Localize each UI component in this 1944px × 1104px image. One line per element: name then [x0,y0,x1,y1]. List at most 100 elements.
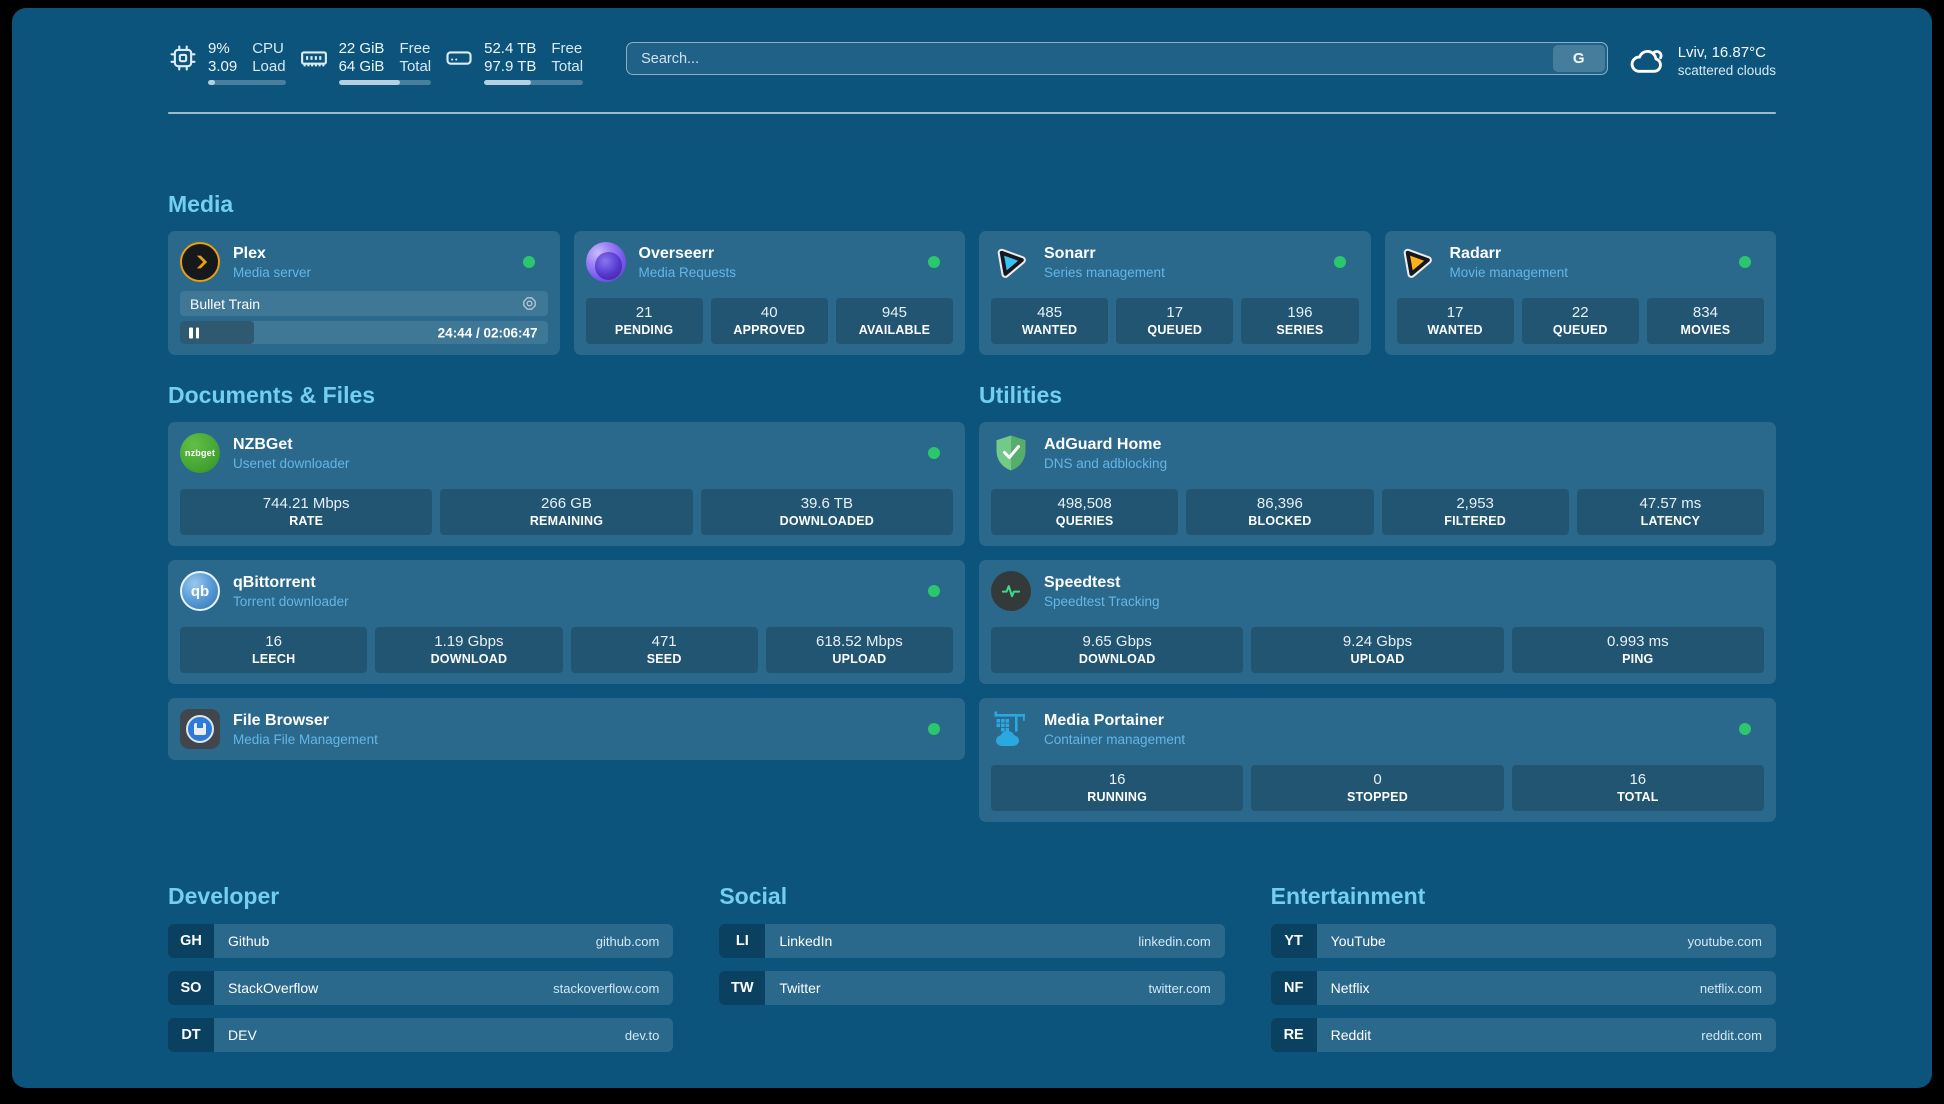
topbar-divider [168,112,1776,114]
service-title: Radarr [1449,244,1502,262]
plex-icon [180,242,220,282]
bookmark-url: dev.to [624,1027,660,1043]
disk-progress-bar [484,80,584,85]
stat-available: 945 AVAILABLE [835,298,954,344]
service-title: Speedtest [1044,573,1121,591]
stat-total: 16 TOTAL [1511,765,1764,811]
stat-queued: 17 QUEUED [1116,298,1234,344]
service-card-nzbget[interactable]: nzbget NZBGet Usenet downloader 744.21 M… [168,422,965,546]
status-dot [1739,723,1751,735]
bookmark-linkedin[interactable]: LI LinkedIn linkedin.com [719,924,1225,958]
weather-location: Lviv, 16.87°C [1677,43,1766,61]
disk-progress-fill [484,80,531,85]
now-playing-title: Bullet Train [190,295,261,312]
bookmark-group-entertainment: Entertainment YT YouTube youtube.com NF … [1270,882,1776,1052]
service-card-filebrowser[interactable]: File Browser Media File Management [168,698,965,760]
service-card-radarr[interactable]: Radarr Movie management 17 WANTED 22 QUE… [1384,231,1776,355]
stat-wanted: 485 WANTED [991,298,1109,344]
bookmark-twitter[interactable]: TW Twitter twitter.com [719,971,1225,1005]
stat-filtered: 2,953 FILTERED [1381,489,1569,535]
memory-free-label: Free [399,40,431,57]
memory-progress-fill [338,80,400,85]
resource-disk: 52.4 TB 97.9 TB Free Total [444,40,584,85]
bookmark-heading: Developer [168,883,280,909]
cloud-icon [1630,49,1663,73]
pause-icon[interactable] [189,327,199,338]
bookmark-abbr: TW [719,971,766,1005]
stat-stopped: 0 STOPPED [1251,765,1504,811]
stat-downloaded: 39.6 TB DOWNLOADED [700,489,953,535]
bookmark-youtube[interactable]: YT YouTube youtube.com [1270,924,1776,958]
search-bar: G [626,42,1608,75]
status-dot [928,723,940,735]
service-card-plex[interactable]: Plex Media server Bullet Train [168,231,560,355]
service-title: Overseerr [638,244,715,262]
service-title: File Browser [233,711,330,729]
bookmark-url: youtube.com [1687,933,1762,949]
bookmark-url: netflix.com [1699,980,1762,996]
stat-remaining: 266 GB REMAINING [440,489,693,535]
cpu-load-label: Load [252,58,286,75]
bookmark-url: twitter.com [1148,980,1211,996]
stat-upload: 618.52 Mbps UPLOAD [765,627,953,673]
bookmark-github[interactable]: GH Github github.com [168,924,674,958]
service-card-adguard[interactable]: AdGuard Home DNS and adblocking 498,508 … [979,422,1776,546]
stat-queries: 498,508 QUERIES [991,489,1179,535]
weather-condition: scattered clouds [1677,62,1776,78]
settings-gear-icon[interactable] [521,295,538,312]
sonarr-icon [991,242,1031,282]
portainer-icon [991,709,1031,749]
stat-queued: 22 QUEUED [1521,298,1639,344]
resource-memory: 22 GiB 64 GiB Free Total [299,40,432,85]
bookmark-abbr: DT [168,1018,214,1052]
bookmark-name: Twitter [779,980,821,996]
section-heading-utilities: Utilities [979,382,1063,408]
service-subtitle: Usenet downloader [233,455,350,471]
stat-seed: 471 SEED [570,627,758,673]
service-subtitle: Series management [1044,264,1165,280]
service-card-overseerr[interactable]: Overseerr Media Requests 21 PENDING 40 A… [573,231,965,355]
bookmark-stackoverflow[interactable]: SO StackOverflow stackoverflow.com [168,971,674,1005]
service-subtitle: Media File Management [233,731,378,747]
service-card-speedtest[interactable]: Speedtest Speedtest Tracking 9.65 Gbps D… [979,560,1776,684]
bookmark-netflix[interactable]: NF Netflix netflix.com [1270,971,1776,1005]
service-card-qbittorrent[interactable]: qb qBittorrent Torrent downloader 16 [168,560,965,684]
service-subtitle: DNS and adblocking [1044,455,1168,471]
status-dot [522,256,535,268]
playback-progress-fill [180,321,254,344]
now-playing-row: Bullet Train [180,291,548,316]
memory-icon [300,51,327,67]
disk-total-value: 97.9 TB [484,58,537,75]
stat-approved: 40 APPROVED [710,298,828,344]
search-engine-button[interactable]: G [1552,45,1605,72]
bookmark-name: YouTube [1330,933,1386,949]
bookmark-reddit[interactable]: RE Reddit reddit.com [1270,1018,1776,1052]
status-dot [928,585,940,597]
bookmark-dev[interactable]: DT DEV dev.to [168,1018,674,1052]
stat-upload: 9.24 Gbps UPLOAD [1251,627,1504,673]
service-card-sonarr[interactable]: Sonarr Series management 485 WANTED 17 Q… [979,231,1371,355]
service-card-portainer[interactable]: Media Portainer Container management 16 … [979,698,1776,822]
status-dot [1333,256,1346,268]
bookmark-group-developer: Developer GH Github github.com SO StackO… [168,882,674,1052]
service-title: NZBGet [233,435,293,453]
stat-blocked: 86,396 BLOCKED [1186,489,1374,535]
stat-pending: 21 PENDING [585,298,703,344]
section-heading-documents: Documents & Files [168,382,376,408]
bookmark-group-social: Social LI LinkedIn linkedin.com TW Twitt… [719,882,1225,1005]
stat-series: 196 SERIES [1241,298,1359,344]
disk-total-label: Total [551,58,584,75]
bookmark-abbr: RE [1270,1018,1317,1052]
stat-leech: 16 LEECH [180,627,368,673]
playback-progress-bar: 24:44 / 02:06:47 [180,321,548,344]
bookmark-url: stackoverflow.com [553,980,660,996]
search-input[interactable] [626,42,1608,75]
bookmark-name: Github [228,933,270,949]
service-title: AdGuard Home [1044,435,1162,453]
bookmark-name: LinkedIn [779,933,833,949]
bookmark-abbr: SO [168,971,214,1005]
service-title: Sonarr [1044,244,1096,262]
bookmarks: Developer GH Github github.com SO StackO… [168,882,1776,1052]
bookmark-heading: Entertainment [1270,883,1426,909]
bookmark-name: DEV [228,1027,257,1043]
